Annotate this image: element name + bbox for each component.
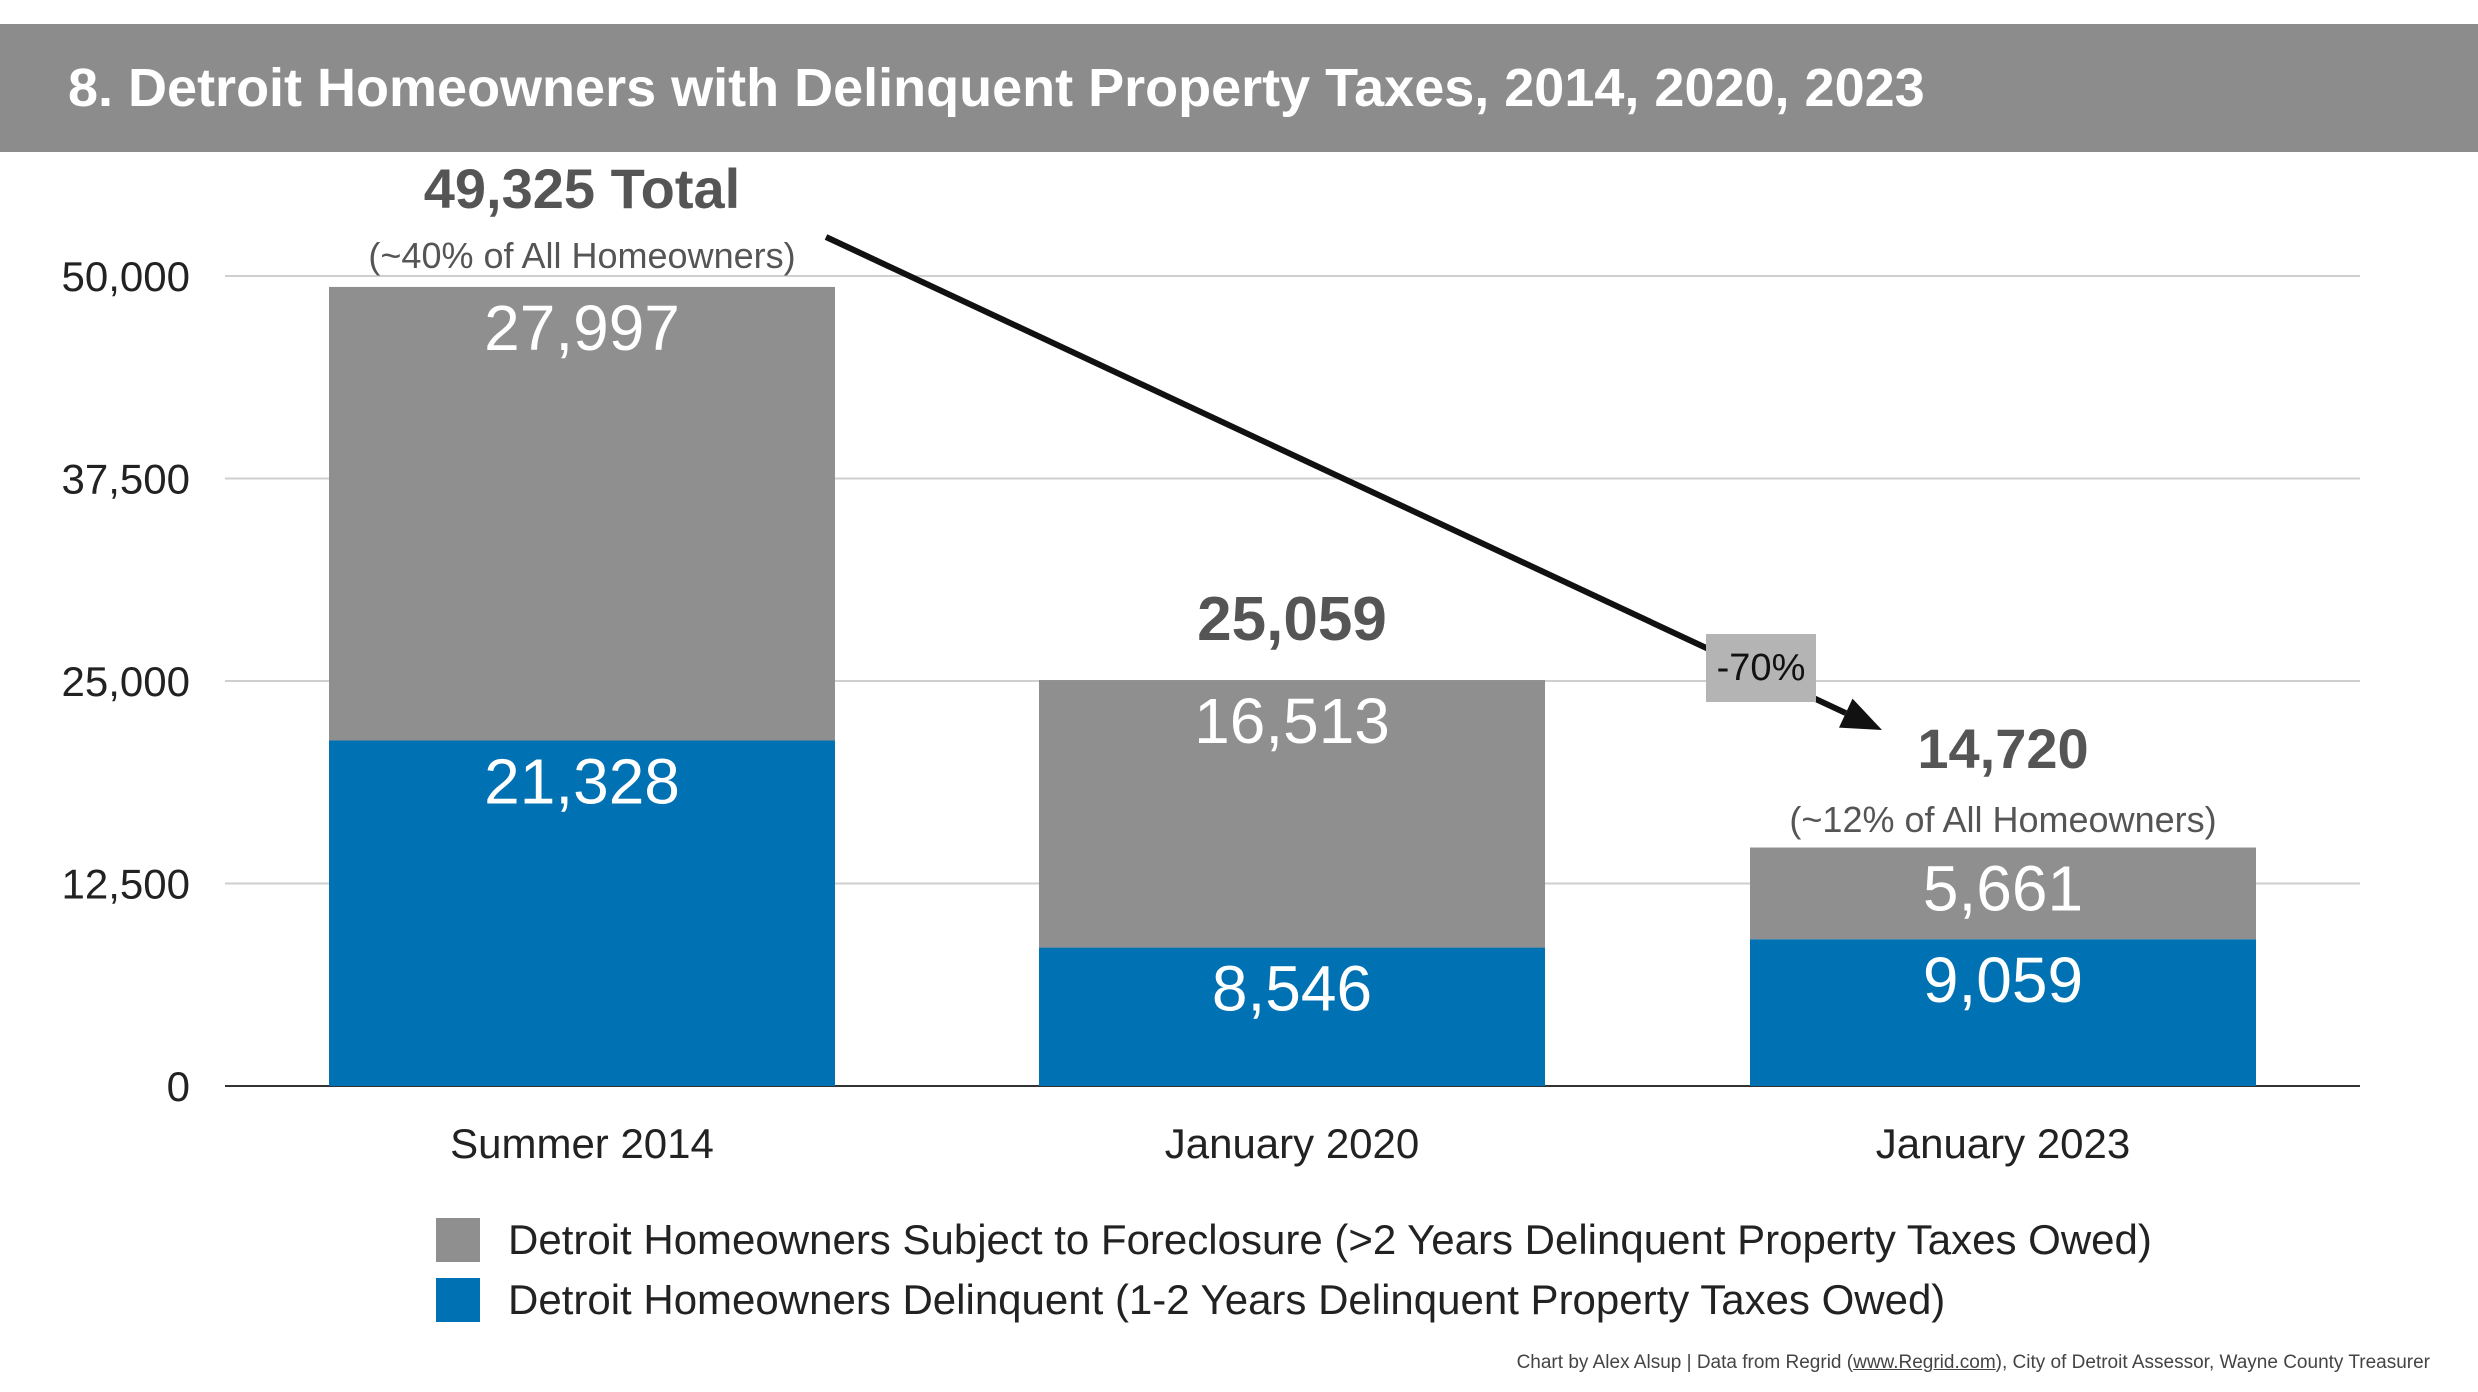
data-label-foreclosure: 27,997 <box>484 292 680 364</box>
trend-arrow-line <box>824 234 1848 716</box>
legend-label-foreclosure: Detroit Homeowners Subject to Foreclosur… <box>508 1216 2152 1263</box>
y-tick-label: 50,000 <box>62 253 190 300</box>
title-bar: 8. Detroit Homeowners with Delinquent Pr… <box>0 24 2478 152</box>
annotation-label: -70% <box>1717 647 1806 689</box>
total-label: 14,720 <box>1917 717 2088 780</box>
data-label-foreclosure: 5,661 <box>1923 853 2083 925</box>
trend-arrow-head <box>1838 698 1882 730</box>
total-sublabel: (~12% of All Homeowners) <box>1789 799 2216 840</box>
x-tick-label: Summer 2014 <box>450 1120 714 1167</box>
annotation-box <box>1706 634 1816 702</box>
data-label-delinquent: 8,546 <box>1212 953 1372 1025</box>
x-tick-label: January 2023 <box>1876 1120 2131 1167</box>
data-label-delinquent: 21,328 <box>484 745 680 817</box>
credit-link[interactable]: www.Regrid.com <box>1853 1352 1996 1373</box>
total-label: 25,059 <box>1197 585 1387 654</box>
credit-prefix: Chart by Alex Alsup | Data from Regrid ( <box>1516 1352 1854 1373</box>
chart-title: 8. Detroit Homeowners with Delinquent Pr… <box>68 58 1925 118</box>
source-credit: Chart by Alex Alsup | Data from Regrid (… <box>1517 1352 2430 1374</box>
legend: Detroit Homeowners Subject to Foreclosur… <box>436 1210 2152 1330</box>
x-tick-label: January 2020 <box>1165 1120 1420 1167</box>
bar-foreclosure <box>1039 680 1545 948</box>
total-label: 49,325 Total <box>424 157 740 220</box>
y-tick-label: 12,500 <box>62 861 190 908</box>
bar-delinquent <box>1750 939 2256 1086</box>
bar-foreclosure <box>329 286 835 741</box>
y-tick-label: 25,000 <box>62 658 190 705</box>
bar-foreclosure <box>1750 847 2256 940</box>
total-sublabel: (~40% of All Homeowners) <box>368 235 795 276</box>
legend-swatch-foreclosure <box>436 1218 480 1262</box>
legend-label-delinquent: Detroit Homeowners Delinquent (1-2 Years… <box>508 1276 1946 1323</box>
bar-delinquent <box>329 740 835 1086</box>
legend-swatch-delinquent <box>436 1278 480 1322</box>
credit-suffix: ), City of Detroit Assessor, Wayne Count… <box>1995 1352 2430 1373</box>
legend-item-foreclosure: Detroit Homeowners Subject to Foreclosur… <box>436 1210 2152 1270</box>
bar-delinquent <box>1039 947 1545 1086</box>
data-label-delinquent: 9,059 <box>1923 944 2083 1016</box>
data-label-foreclosure: 16,513 <box>1194 685 1390 757</box>
legend-item-delinquent: Detroit Homeowners Delinquent (1-2 Years… <box>436 1270 2152 1330</box>
y-tick-label: 37,500 <box>62 456 190 503</box>
y-tick-label: 0 <box>167 1063 190 1110</box>
